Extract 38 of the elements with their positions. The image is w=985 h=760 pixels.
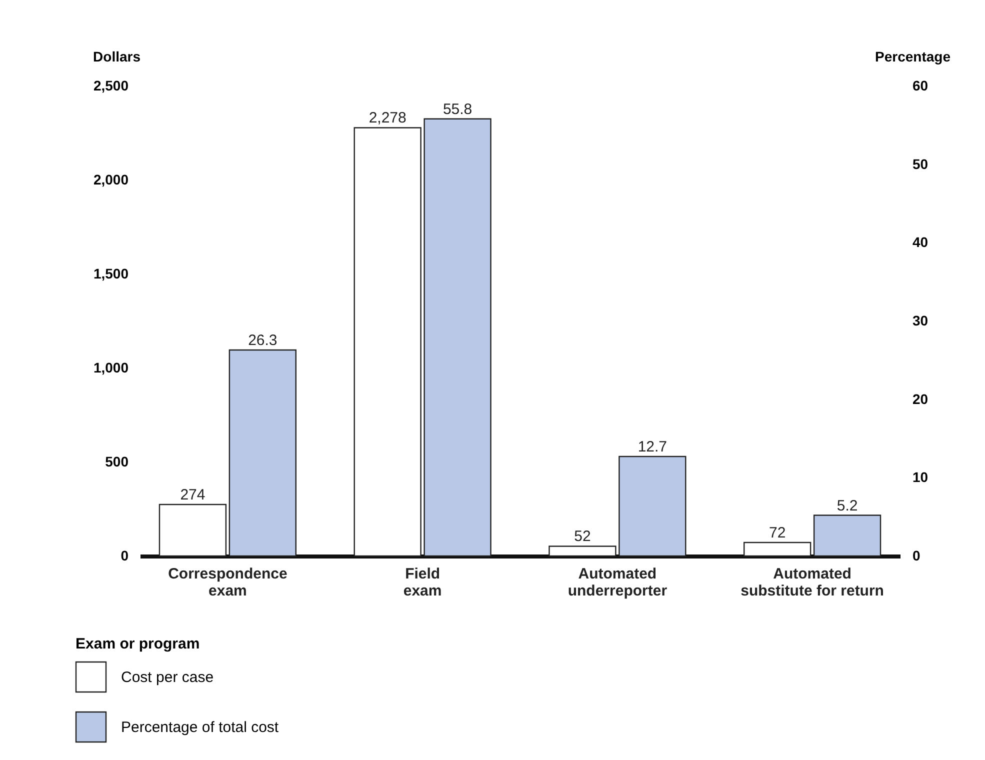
- y-tick-label: 500: [105, 454, 129, 470]
- data-label: 55.8: [442, 100, 472, 118]
- x-tick-label: Automated underreporter: [568, 566, 668, 600]
- bar: [158, 504, 227, 557]
- data-label: 5.2: [836, 497, 858, 514]
- x-axis-title: Exam or program: [76, 636, 200, 652]
- data-label: 26.3: [248, 332, 278, 349]
- legend-label: Percentage of total cost: [121, 719, 280, 736]
- bar: [228, 349, 296, 557]
- data-label: 52: [574, 528, 591, 546]
- y-tick-label: 2,000: [93, 172, 129, 188]
- bar: [813, 514, 882, 557]
- y-tick-label: 2,500: [93, 78, 129, 94]
- y2-tick-label: 30: [912, 312, 928, 328]
- legend-label: Cost per case: [121, 669, 214, 686]
- y-tick-label: 1,500: [93, 266, 129, 282]
- y2-tick-label: 10: [912, 469, 928, 486]
- y2-axis-title: Percentage: [875, 48, 951, 64]
- x-tick-label: Correspondence exam: [168, 566, 288, 600]
- data-label: 274: [180, 486, 206, 504]
- x-tick-label: Field exam: [403, 566, 442, 600]
- data-label: 2,278: [368, 110, 406, 127]
- y2-tick-label: 40: [912, 234, 928, 250]
- y-tick-label: 0: [120, 548, 129, 564]
- y2-tick-label: 20: [912, 390, 928, 407]
- y2-tick-label: 60: [912, 78, 928, 94]
- y-axis-title: Dollars: [93, 48, 141, 64]
- bar: [618, 456, 686, 557]
- y-tick-label: 1,000: [93, 360, 129, 376]
- data-label: 72: [768, 524, 786, 542]
- bar: [354, 127, 422, 557]
- data-label: 12.7: [638, 438, 668, 456]
- y2-tick-label: 0: [912, 548, 920, 564]
- bar: [744, 542, 812, 557]
- y2-tick-label: 50: [912, 156, 928, 172]
- bar: [548, 546, 616, 557]
- x-tick-label: Automated substitute for return: [740, 566, 884, 600]
- bar: [424, 118, 492, 557]
